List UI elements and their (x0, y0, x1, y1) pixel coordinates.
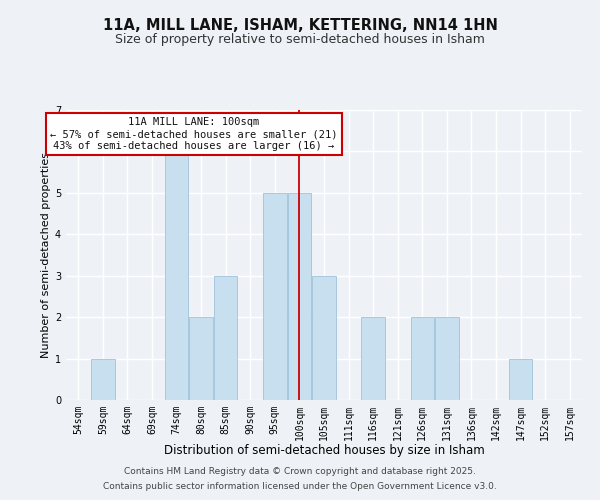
Text: Contains HM Land Registry data © Crown copyright and database right 2025.: Contains HM Land Registry data © Crown c… (124, 467, 476, 476)
Bar (313, 276, 335, 400)
Text: Size of property relative to semi-detached houses in Isham: Size of property relative to semi-detach… (115, 32, 485, 46)
Bar (190, 317, 213, 400)
Bar (410, 317, 434, 400)
Bar (91, 358, 115, 400)
Text: 11A MILL LANE: 100sqm
← 57% of semi-detached houses are smaller (21)
43% of semi: 11A MILL LANE: 100sqm ← 57% of semi-deta… (50, 118, 338, 150)
Text: Contains public sector information licensed under the Open Government Licence v3: Contains public sector information licen… (103, 482, 497, 491)
Y-axis label: Number of semi-detached properties: Number of semi-detached properties (41, 152, 51, 358)
Bar (509, 358, 532, 400)
Bar (165, 152, 188, 400)
Bar (288, 193, 311, 400)
Bar (263, 193, 287, 400)
X-axis label: Distribution of semi-detached houses by size in Isham: Distribution of semi-detached houses by … (164, 444, 484, 458)
Bar (435, 317, 458, 400)
Text: 11A, MILL LANE, ISHAM, KETTERING, NN14 1HN: 11A, MILL LANE, ISHAM, KETTERING, NN14 1… (103, 18, 497, 32)
Bar (361, 317, 385, 400)
Bar (214, 276, 238, 400)
